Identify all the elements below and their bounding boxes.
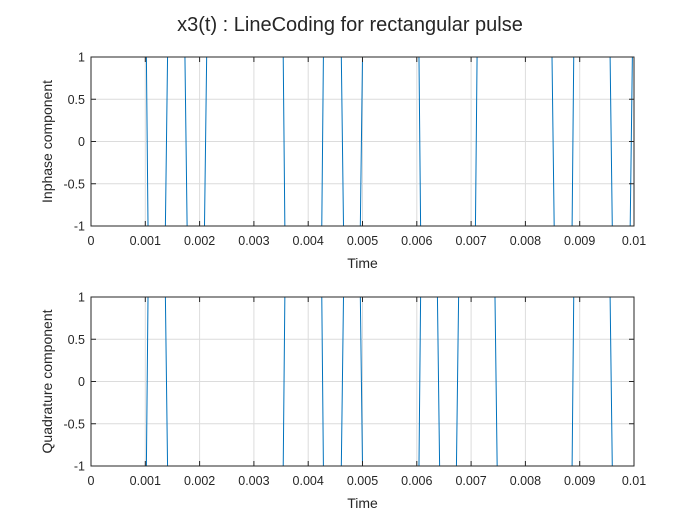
x-tick-label: 0.002: [184, 234, 215, 248]
y-tick-label: -0.5: [63, 417, 85, 431]
x-tick-label: 0.005: [347, 474, 378, 488]
y-tick-label: 0.5: [68, 333, 85, 347]
subplot-1: 0 0.001 0.002 0.003 0.004 0.005 0.006 0.007 0.00…: [39, 51, 646, 272]
subplot-2: 0 0.001 0.002 0.003 0.004 0.005 0.006 0.007 0.00…: [39, 291, 646, 512]
x-axis-label: Time: [347, 495, 378, 511]
x-tick-label: 0: [88, 474, 95, 488]
y-tick-label: 1: [78, 51, 85, 65]
y-axis-label: Quadrature component: [39, 309, 55, 453]
x-tick-label: 0.007: [455, 234, 486, 248]
y-tick-label: -0.5: [63, 177, 85, 191]
x-tick-label: 0.003: [238, 234, 269, 248]
x-tick-label: 0.006: [401, 234, 432, 248]
x-tick-label: 0.004: [293, 474, 324, 488]
x-tick-label: 0.009: [564, 474, 595, 488]
x-tick-label: 0.008: [510, 474, 541, 488]
subplots: 0 0.001 0.002 0.003 0.004 0.005 0.006 0.007 0.00…: [39, 51, 646, 512]
y-tick-label: 0: [78, 135, 85, 149]
x-tick-label: 0: [88, 234, 95, 248]
y-tick-label: 1: [78, 291, 85, 305]
x-tick-label: 0.001: [130, 234, 161, 248]
y-tick-label: 0: [78, 375, 85, 389]
y-tick-label: 0.5: [68, 93, 85, 107]
y-tick-label: -1: [74, 460, 85, 474]
y-tick-label: -1: [74, 220, 85, 234]
x-tick-label: 0.002: [184, 474, 215, 488]
x-tick-label: 0.01: [622, 474, 646, 488]
x-tick-label: 0.006: [401, 474, 432, 488]
x-tick-label: 0.005: [347, 234, 378, 248]
x-axis-label: Time: [347, 255, 378, 271]
x-tick-label: 0.009: [564, 234, 595, 248]
figure-title: x3(t) : LineCoding for rectangular pulse: [177, 14, 523, 36]
x-tick-label: 0.008: [510, 234, 541, 248]
x-tick-label: 0.007: [455, 474, 486, 488]
x-tick-label: 0.001: [130, 474, 161, 488]
x-tick-label: 0.004: [293, 234, 324, 248]
y-axis-label: Inphase component: [39, 80, 55, 203]
x-tick-label: 0.003: [238, 474, 269, 488]
x-tick-label: 0.01: [622, 234, 646, 248]
